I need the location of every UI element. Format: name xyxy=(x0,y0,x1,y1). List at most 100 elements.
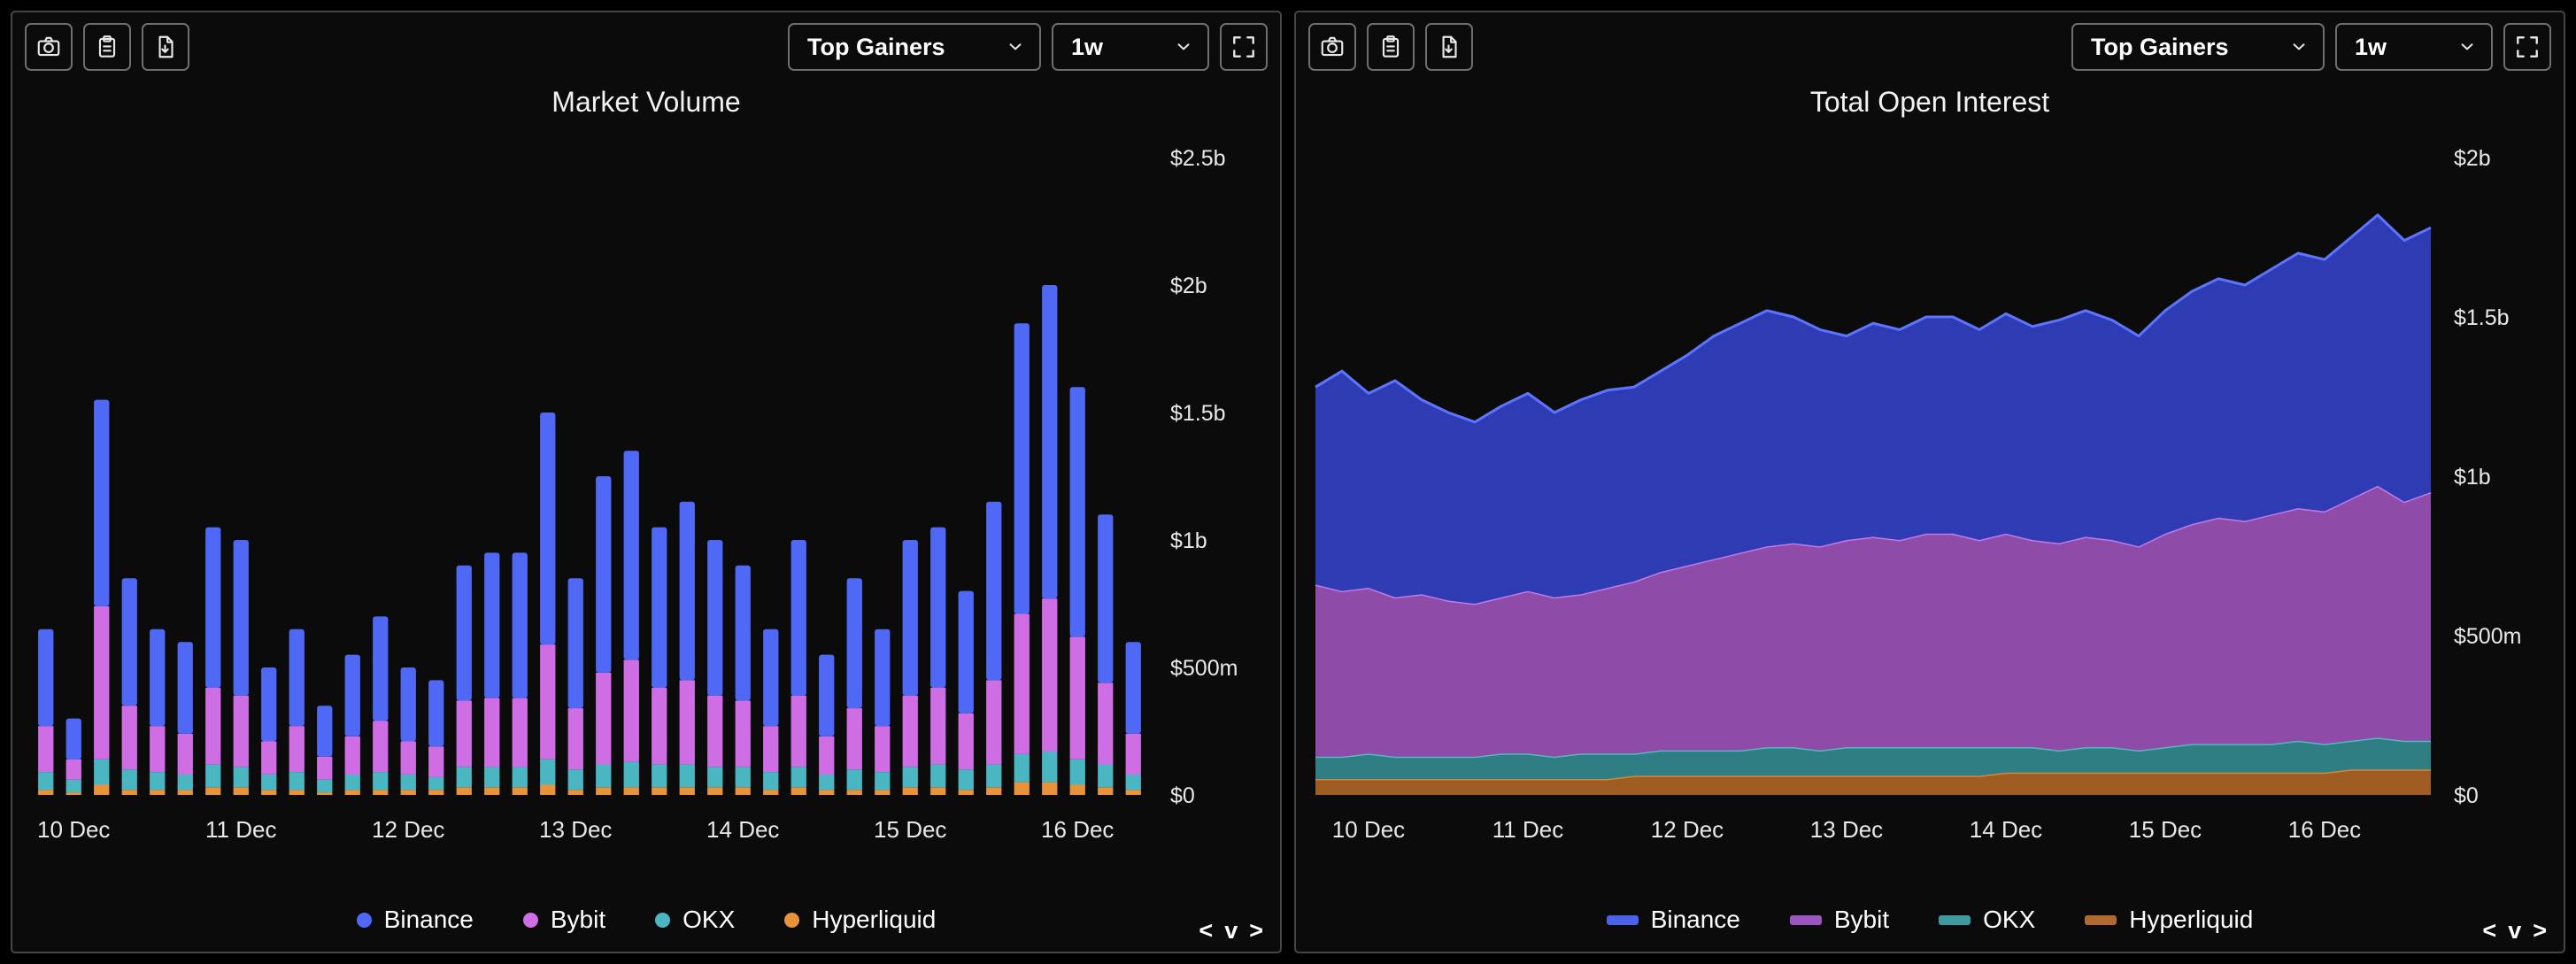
bar-segment-okx[interactable] xyxy=(373,772,389,790)
bar-segment-hyperliquid[interactable] xyxy=(317,792,333,795)
bar-segment-binance[interactable] xyxy=(679,501,695,681)
bar-segment-okx[interactable] xyxy=(261,775,277,790)
bar-segment-hyperliquid[interactable] xyxy=(986,787,1002,795)
screenshot-button[interactable] xyxy=(25,23,73,71)
bar-segment-hyperliquid[interactable] xyxy=(177,790,193,795)
bar-segment-bybit[interactable] xyxy=(317,756,333,780)
bar-segment-binance[interactable] xyxy=(66,718,81,760)
bar-segment-hyperliquid[interactable] xyxy=(930,787,946,795)
bar-segment-bybit[interactable] xyxy=(400,741,416,775)
legend-item-binance[interactable]: Binance xyxy=(356,906,474,934)
bar-segment-bybit[interactable] xyxy=(1042,598,1058,752)
bar-segment-bybit[interactable] xyxy=(121,706,137,770)
bar-segment-hyperliquid[interactable] xyxy=(819,790,835,795)
bar-segment-hyperliquid[interactable] xyxy=(428,790,444,795)
pager-next-button[interactable]: > xyxy=(1249,917,1264,944)
total-open-interest-chart-svg[interactable]: $0 $500m $1b $1.5b $2b 10 Dec 11 Dec 12 Dec 13 D… xyxy=(1296,120,2564,888)
bar-segment-bybit[interactable] xyxy=(819,736,835,775)
pager-next-button[interactable]: > xyxy=(2533,917,2548,944)
bar-segment-bybit[interactable] xyxy=(428,746,444,777)
bar-segment-hyperliquid[interactable] xyxy=(902,787,918,795)
timeframe-select[interactable]: 1w xyxy=(1052,23,1209,71)
bar-segment-hyperliquid[interactable] xyxy=(707,787,723,795)
bar-segment-bybit[interactable] xyxy=(540,644,556,760)
bar-segment-hyperliquid[interactable] xyxy=(233,787,249,795)
bar-segment-hyperliquid[interactable] xyxy=(1042,782,1058,795)
bar-segment-hyperliquid[interactable] xyxy=(735,787,751,795)
bar-segment-binance[interactable] xyxy=(1014,323,1030,614)
bar-segment-bybit[interactable] xyxy=(623,659,639,762)
bar-segment-binance[interactable] xyxy=(930,527,946,688)
bar-segment-binance[interactable] xyxy=(902,540,918,696)
bar-segment-hyperliquid[interactable] xyxy=(596,787,612,795)
bar-segment-bybit[interactable] xyxy=(596,672,612,765)
bar-segment-hyperliquid[interactable] xyxy=(400,790,416,795)
bar-segment-binance[interactable] xyxy=(735,565,751,701)
bar-segment-bybit[interactable] xyxy=(38,726,54,772)
copy-button[interactable] xyxy=(83,23,131,71)
bar-segment-binance[interactable] xyxy=(150,629,166,727)
bar-segment-bybit[interactable] xyxy=(1014,613,1030,754)
legend-item-hyperliquid[interactable]: Hyperliquid xyxy=(2085,906,2253,934)
bar-segment-hyperliquid[interactable] xyxy=(652,787,667,795)
legend-item-bybit[interactable]: Bybit xyxy=(522,906,605,934)
bar-segment-okx[interactable] xyxy=(623,761,639,788)
bar-segment-binance[interactable] xyxy=(121,578,137,706)
area-series-binance[interactable] xyxy=(1315,214,2431,605)
bar-segment-hyperliquid[interactable] xyxy=(512,787,528,795)
bar-segment-bybit[interactable] xyxy=(94,605,110,760)
pager-prev-button[interactable]: < xyxy=(1199,917,1215,944)
bar-segment-hyperliquid[interactable] xyxy=(373,790,389,795)
bar-segment-okx[interactable] xyxy=(1125,775,1141,790)
bar-segment-binance[interactable] xyxy=(205,527,221,688)
bar-segment-okx[interactable] xyxy=(233,767,249,788)
bar-segment-binance[interactable] xyxy=(38,629,54,727)
bar-segment-okx[interactable] xyxy=(902,767,918,788)
bar-segment-okx[interactable] xyxy=(652,764,667,788)
bar-segment-okx[interactable] xyxy=(428,776,444,790)
bar-segment-bybit[interactable] xyxy=(707,695,723,767)
bar-segment-binance[interactable] xyxy=(652,527,667,688)
bar-segment-bybit[interactable] xyxy=(1069,636,1085,760)
bar-segment-binance[interactable] xyxy=(707,540,723,696)
bar-segment-okx[interactable] xyxy=(819,775,835,790)
bar-segment-okx[interactable] xyxy=(344,775,360,790)
bar-segment-bybit[interactable] xyxy=(567,708,583,770)
bar-segment-bybit[interactable] xyxy=(512,698,528,767)
timeframe-select[interactable]: 1w xyxy=(2335,23,2493,71)
bar-segment-binance[interactable] xyxy=(567,578,583,709)
bar-segment-bybit[interactable] xyxy=(344,736,360,775)
bar-segment-binance[interactable] xyxy=(261,667,277,742)
bar-segment-bybit[interactable] xyxy=(373,721,389,773)
bar-segment-bybit[interactable] xyxy=(763,726,779,772)
fullscreen-button[interactable] xyxy=(2503,23,2551,71)
bar-segment-hyperliquid[interactable] xyxy=(1098,787,1114,795)
bar-segment-hyperliquid[interactable] xyxy=(289,790,305,795)
bar-segment-hyperliquid[interactable] xyxy=(567,790,583,795)
bar-segment-okx[interactable] xyxy=(1042,752,1058,783)
bar-segment-okx[interactable] xyxy=(679,764,695,788)
bar-segment-bybit[interactable] xyxy=(1125,733,1141,775)
bar-segment-hyperliquid[interactable] xyxy=(150,790,166,795)
bar-segment-okx[interactable] xyxy=(735,767,751,788)
bar-segment-okx[interactable] xyxy=(94,759,110,785)
bar-segment-bybit[interactable] xyxy=(846,708,862,770)
bar-segment-binance[interactable] xyxy=(1069,387,1085,637)
bar-segment-hyperliquid[interactable] xyxy=(456,787,472,795)
total-open-interest-chart[interactable]: $0 $500m $1b $1.5b $2b 10 Dec 11 Dec 12 Dec 13 D… xyxy=(1296,120,2564,888)
bar-segment-binance[interactable] xyxy=(317,706,333,757)
bar-segment-bybit[interactable] xyxy=(261,741,277,775)
bar-segment-binance[interactable] xyxy=(958,590,974,713)
bar-segment-hyperliquid[interactable] xyxy=(121,790,137,795)
bar-segment-binance[interactable] xyxy=(344,654,360,736)
bar-segment-binance[interactable] xyxy=(791,540,806,696)
bar-segment-hyperliquid[interactable] xyxy=(1014,782,1030,795)
bar-segment-binance[interactable] xyxy=(400,667,416,742)
copy-button[interactable] xyxy=(1367,23,1415,71)
area-series-okx[interactable] xyxy=(1315,737,2431,779)
bar-segment-bybit[interactable] xyxy=(735,700,751,767)
legend-item-okx[interactable]: OKX xyxy=(1939,906,2035,934)
bar-segment-okx[interactable] xyxy=(38,772,54,790)
bar-segment-binance[interactable] xyxy=(512,552,528,698)
bar-segment-binance[interactable] xyxy=(233,540,249,696)
